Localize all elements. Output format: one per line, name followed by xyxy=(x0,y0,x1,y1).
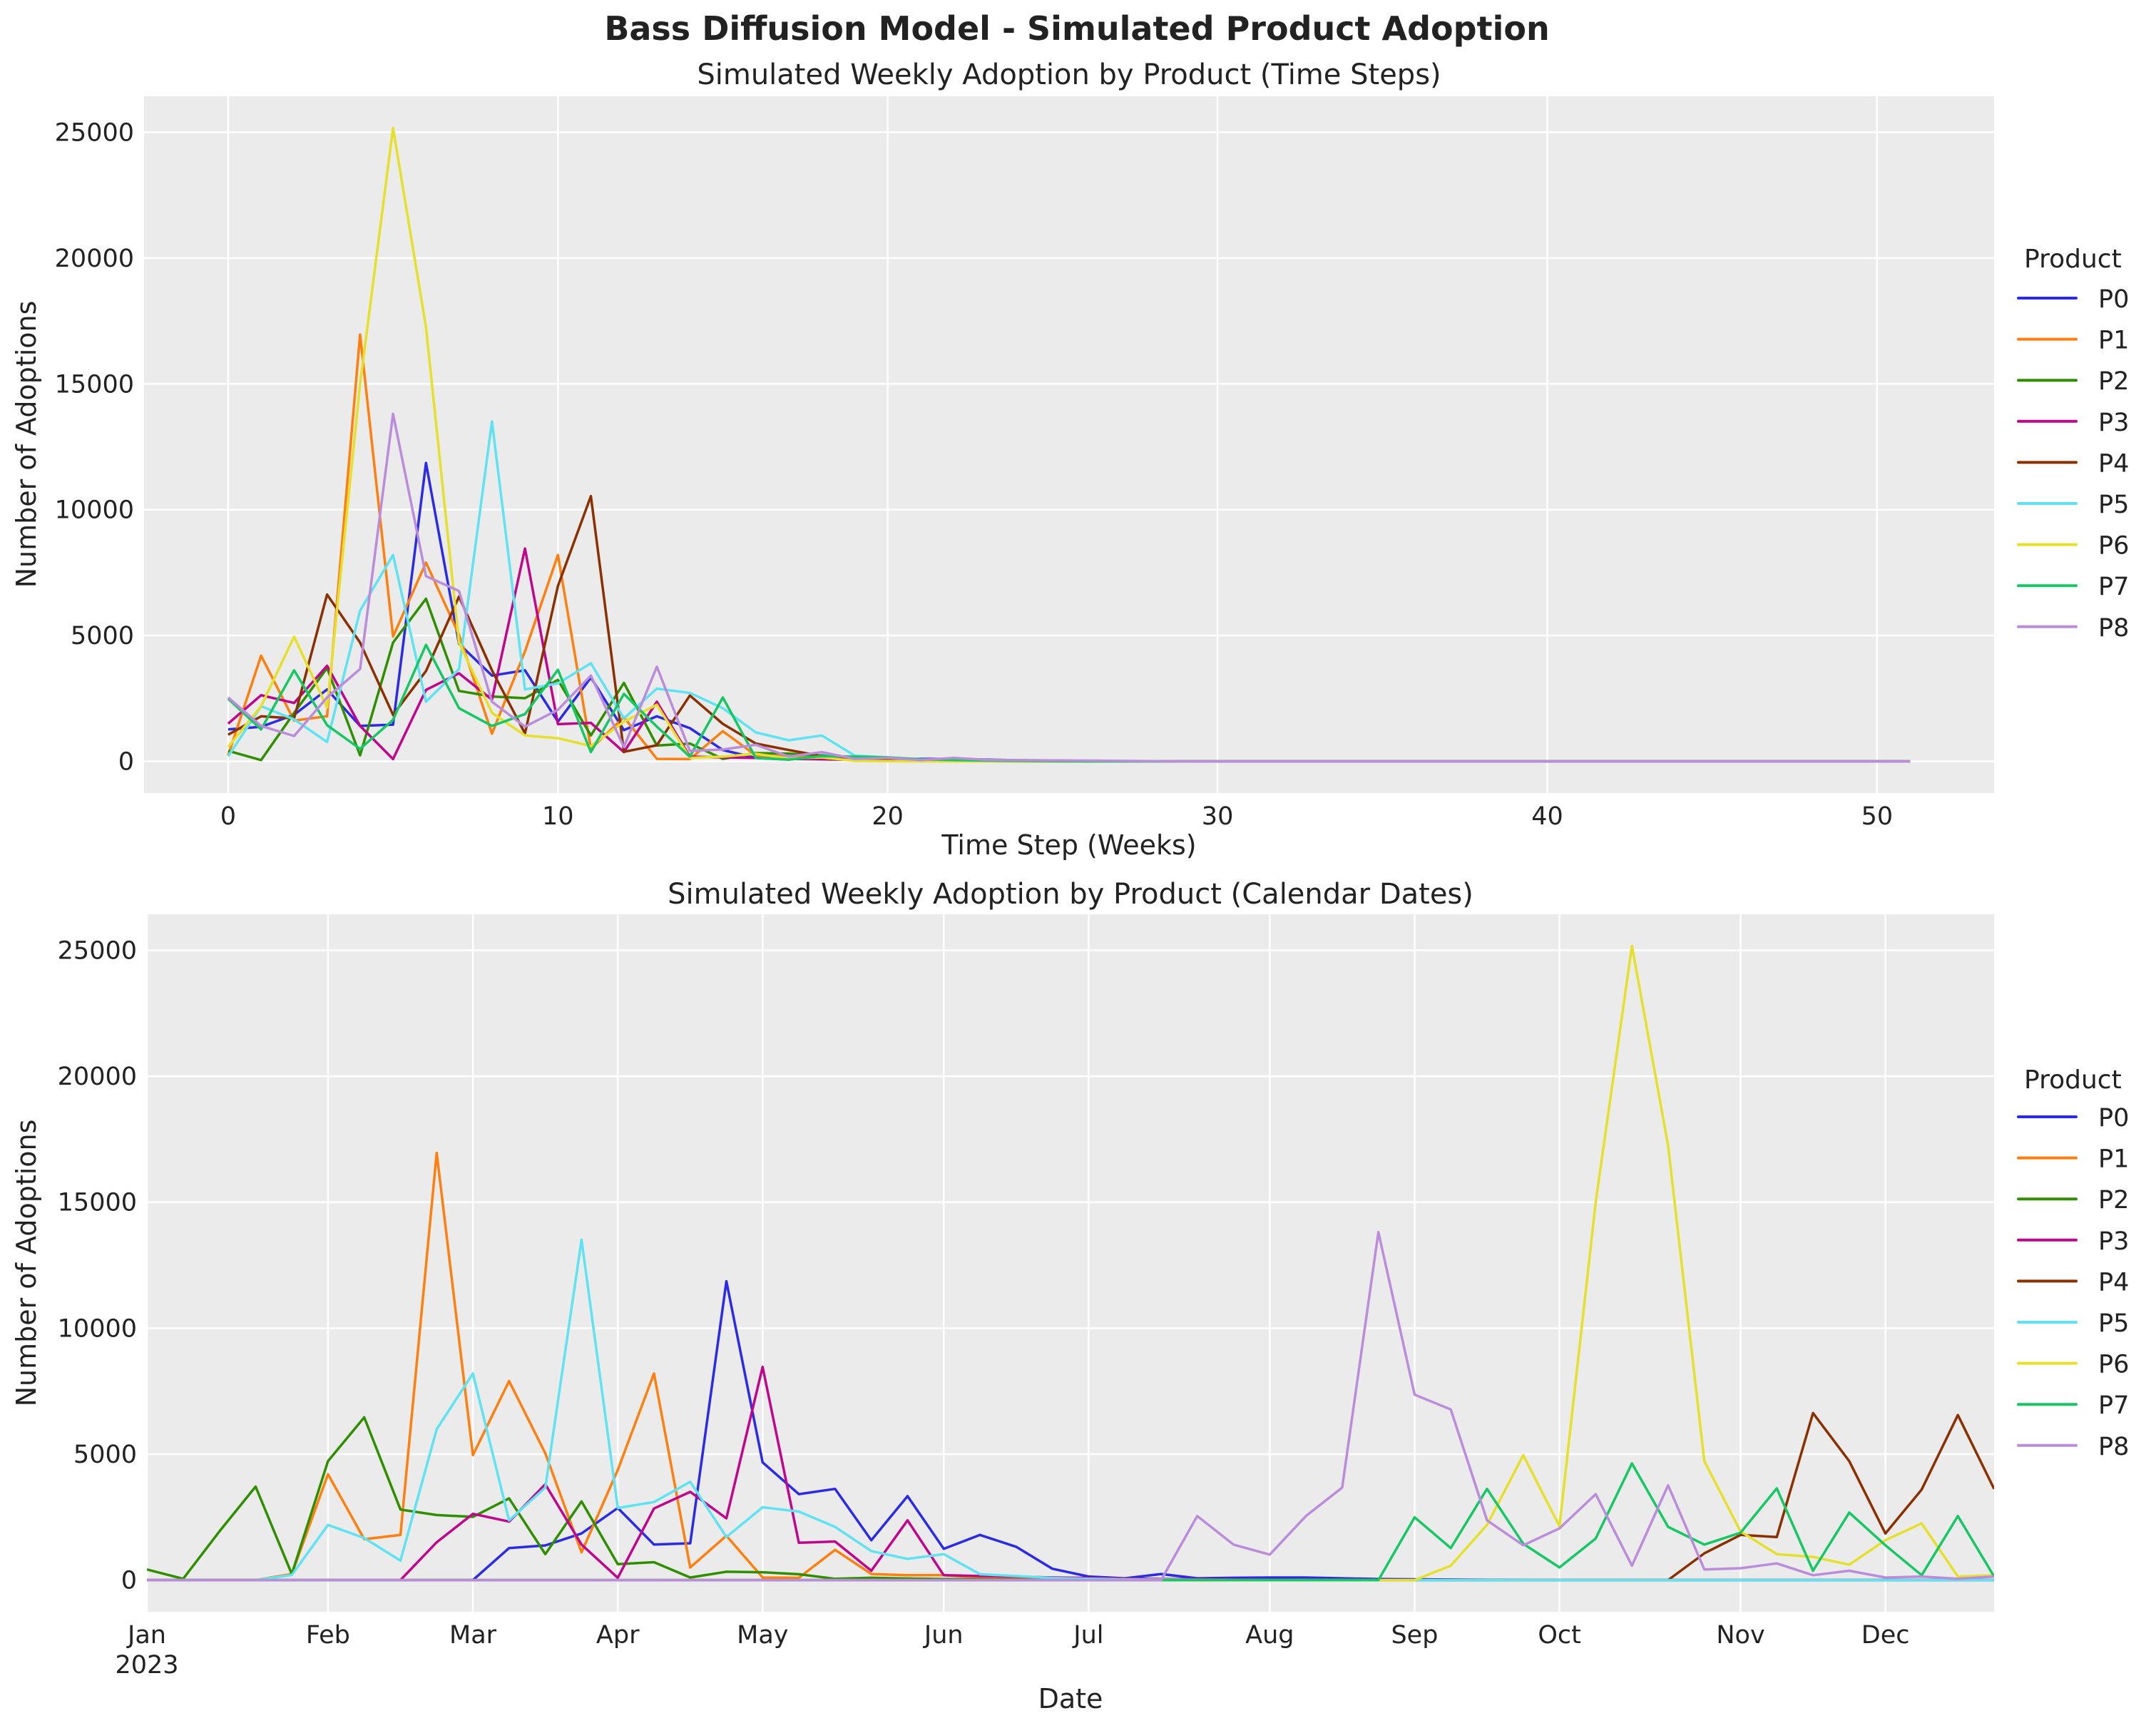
legend-label-p5: P5 xyxy=(2098,491,2129,519)
x-tick-label: Jan xyxy=(126,1621,166,1650)
top-chart-axes: 0 5000 10000 15000 20000 25000 0 10 20 30 40 50 xyxy=(55,96,1994,831)
x-tick-label: 0 xyxy=(220,802,236,831)
legend-label-p6: P6 xyxy=(2098,532,2129,561)
legend-label-p1: P1 xyxy=(2098,327,2129,355)
series-line-p8 xyxy=(147,1230,1994,1582)
legend-label-p3: P3 xyxy=(2098,1227,2129,1256)
y-tick-label: 0 xyxy=(121,1567,137,1595)
legend-label-p6: P6 xyxy=(2098,1351,2129,1379)
x-tick-label: Feb xyxy=(306,1621,350,1650)
y-tick-label: 25000 xyxy=(55,118,134,147)
y-tick-label: 10000 xyxy=(55,496,134,525)
x-tick-label: 30 xyxy=(1202,802,1234,831)
top-chart-xlabel: Time Step (Weeks) xyxy=(941,829,1196,861)
y-tick-label: 0 xyxy=(118,748,134,777)
x-tick-label: Nov xyxy=(1716,1621,1764,1650)
top-legend-title: Product xyxy=(2024,245,2122,274)
legend-label-p5: P5 xyxy=(2098,1309,2129,1338)
legend-label-p0: P0 xyxy=(2098,1104,2129,1133)
top-chart-title: Simulated Weekly Adoption by Product (Ti… xyxy=(697,58,1441,91)
x-tick-label: 50 xyxy=(1861,802,1894,831)
legend-label-p3: P3 xyxy=(2098,409,2129,437)
legend-label-p8: P8 xyxy=(2098,1433,2129,1461)
legend-label-p2: P2 xyxy=(2098,367,2129,396)
top-chart-ylabel: Number of Adoptions xyxy=(11,301,42,588)
legend-label-p4: P4 xyxy=(2098,1268,2129,1297)
legend-label-p7: P7 xyxy=(2098,1391,2129,1420)
x-tick-label: Jun xyxy=(923,1621,964,1650)
y-tick-label: 20000 xyxy=(58,1063,137,1091)
y-tick-label: 15000 xyxy=(58,1189,137,1217)
legend-label-p7: P7 xyxy=(2098,573,2129,601)
legend-label-p1: P1 xyxy=(2098,1145,2129,1174)
bottom-legend: Product P0 P1 P2 P3 P4 P5 P6 P7 P8 xyxy=(2017,1065,2129,1461)
x-tick-label: 40 xyxy=(1531,802,1563,831)
x-tick-label: Aug xyxy=(1245,1621,1294,1650)
plot-area xyxy=(144,96,1994,793)
y-tick-label: 5000 xyxy=(71,622,134,650)
legend-label-p2: P2 xyxy=(2098,1186,2129,1215)
top-legend: Product P0 P1 P2 P3 P4 P5 P6 P7 P8 xyxy=(2017,245,2129,643)
x-tick-label: Mar xyxy=(449,1621,497,1650)
bottom-legend-title: Product xyxy=(2024,1065,2122,1095)
bottom-chart-title: Simulated Weekly Adoption by Product (Ca… xyxy=(668,878,1473,911)
x-tick-label: May xyxy=(737,1621,788,1650)
x-tick-label: Apr xyxy=(596,1621,640,1650)
plot-area xyxy=(147,914,1994,1612)
x-tick-label: Jul xyxy=(1072,1621,1103,1650)
legend-label-p8: P8 xyxy=(2098,614,2129,643)
legend-label-p0: P0 xyxy=(2098,285,2129,314)
legend-label-p4: P4 xyxy=(2098,449,2129,478)
y-tick-label: 20000 xyxy=(55,245,134,273)
x-tick-year-label: 2023 xyxy=(115,1651,178,1680)
x-tick-label: 10 xyxy=(542,802,574,831)
x-tick-label: Dec xyxy=(1861,1621,1910,1650)
x-tick-label: 20 xyxy=(872,802,904,831)
bottom-chart-ylabel: Number of Adoptions xyxy=(11,1120,42,1407)
bottom-chart-xlabel: Date xyxy=(1038,1683,1103,1714)
y-tick-label: 10000 xyxy=(58,1314,137,1343)
x-tick-label: Sep xyxy=(1391,1621,1438,1650)
series-line-p5 xyxy=(147,1238,1994,1582)
y-tick-label: 25000 xyxy=(58,936,137,965)
x-tick-label: Oct xyxy=(1538,1621,1581,1650)
figure-title: Bass Diffusion Model - Simulated Product… xyxy=(604,9,1549,48)
series-line-p8 xyxy=(227,412,1911,763)
y-tick-label: 15000 xyxy=(55,370,134,399)
y-tick-label: 5000 xyxy=(73,1441,137,1469)
